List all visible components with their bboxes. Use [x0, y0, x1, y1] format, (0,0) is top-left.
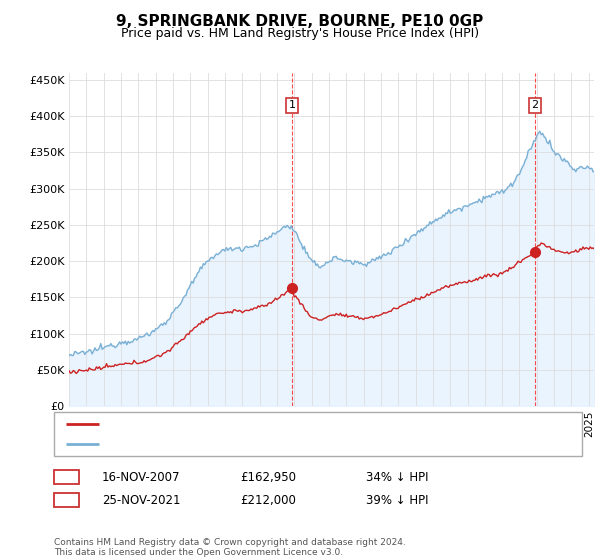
- Text: 9, SPRINGBANK DRIVE, BOURNE, PE10 0GP (detached house): 9, SPRINGBANK DRIVE, BOURNE, PE10 0GP (d…: [105, 419, 440, 429]
- Text: 25-NOV-2021: 25-NOV-2021: [102, 493, 181, 507]
- Text: 1: 1: [289, 100, 296, 110]
- Text: £212,000: £212,000: [240, 493, 296, 507]
- Text: 1: 1: [62, 470, 71, 484]
- Text: 34% ↓ HPI: 34% ↓ HPI: [366, 470, 428, 484]
- Text: 2: 2: [62, 493, 71, 507]
- Text: 16-NOV-2007: 16-NOV-2007: [102, 470, 181, 484]
- Text: Contains HM Land Registry data © Crown copyright and database right 2024.
This d: Contains HM Land Registry data © Crown c…: [54, 538, 406, 557]
- Text: HPI: Average price, detached house, South Kesteven: HPI: Average price, detached house, Sout…: [105, 439, 393, 449]
- Text: £162,950: £162,950: [240, 470, 296, 484]
- Text: 39% ↓ HPI: 39% ↓ HPI: [366, 493, 428, 507]
- Text: 2: 2: [532, 100, 539, 110]
- Text: Price paid vs. HM Land Registry's House Price Index (HPI): Price paid vs. HM Land Registry's House …: [121, 27, 479, 40]
- Text: 9, SPRINGBANK DRIVE, BOURNE, PE10 0GP: 9, SPRINGBANK DRIVE, BOURNE, PE10 0GP: [116, 14, 484, 29]
